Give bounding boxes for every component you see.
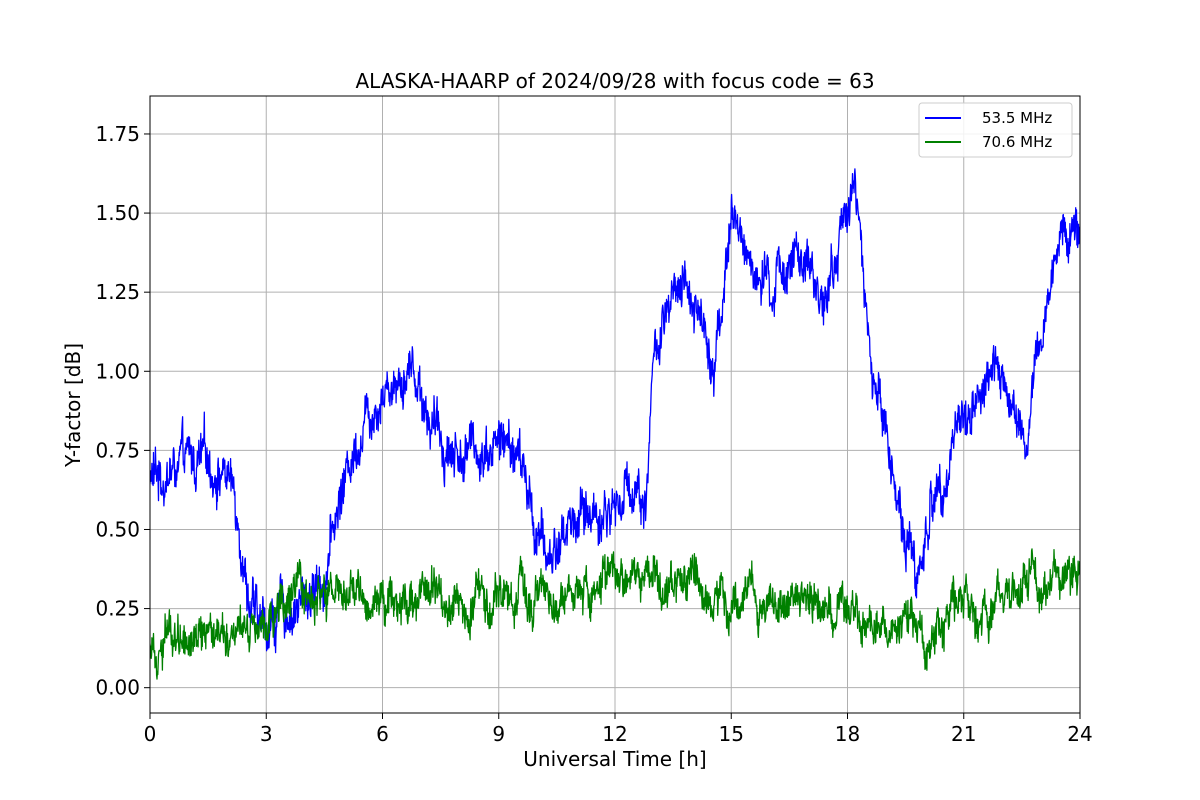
x-tick-label: 18 (835, 722, 860, 746)
x-axis-title: Universal Time [h] (523, 747, 706, 771)
x-tick-label: 15 (719, 722, 744, 746)
y-tick-label: 1.00 (95, 359, 140, 383)
y-tick-label: 1.25 (95, 280, 140, 304)
y-tick-label: 0.25 (95, 597, 140, 621)
legend: 53.5 MHz 70.6 MHz (918, 102, 1073, 158)
legend-box (918, 102, 1073, 158)
legend-label: 53.5 MHz (982, 109, 1052, 127)
x-tick-label: 6 (376, 722, 389, 746)
y-tick-label: 0.75 (95, 438, 140, 462)
x-tick-label: 24 (1067, 722, 1092, 746)
y-tick-label: 0.50 (95, 517, 140, 541)
x-axis-ticks: 0 3 6 9 12 15 18 21 24 (144, 713, 1093, 746)
y-axis-ticks: 0.00 0.25 0.50 0.75 1.00 1.25 1.50 1.75 (95, 122, 150, 700)
y-tick-label: 1.50 (95, 201, 140, 225)
chart-title: ALASKA-HAARP of 2024/09/28 with focus co… (355, 69, 874, 93)
x-tick-label: 0 (144, 722, 157, 746)
plot-area (150, 168, 1080, 680)
y-axis-title: Y-factor [dB] (61, 343, 85, 468)
x-tick-label: 9 (492, 722, 505, 746)
y-tick-label: 1.75 (95, 122, 140, 146)
series-line-2 (150, 548, 1080, 680)
x-tick-label: 21 (951, 722, 976, 746)
y-tick-label: 0.00 (95, 676, 140, 700)
x-tick-label: 3 (260, 722, 273, 746)
x-tick-label: 12 (602, 722, 627, 746)
legend-label: 70.6 MHz (982, 133, 1052, 151)
